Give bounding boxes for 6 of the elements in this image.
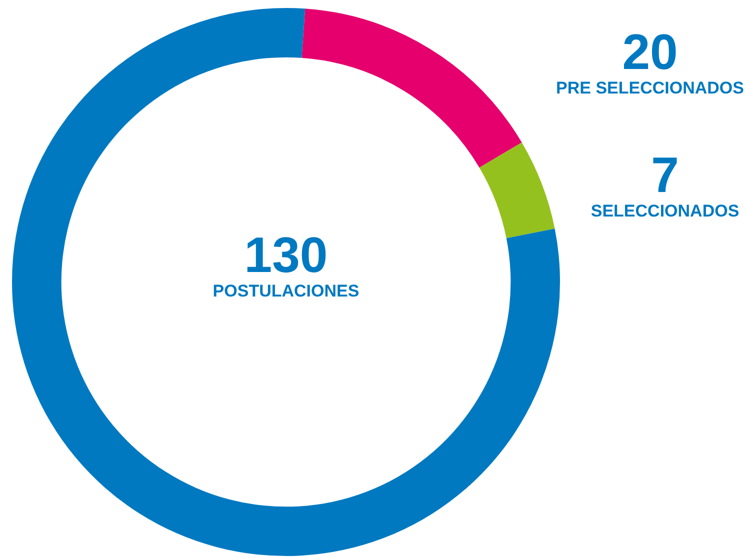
text: 130 <box>244 226 328 283</box>
slice-label: PRE SELECCIONADOS <box>556 78 744 98</box>
data-label: 20 <box>622 24 678 80</box>
slice-label: SELECCIONADOS <box>590 202 740 221</box>
data-label: 7 <box>651 146 679 203</box>
text: POSTULACIONES <box>212 282 360 301</box>
